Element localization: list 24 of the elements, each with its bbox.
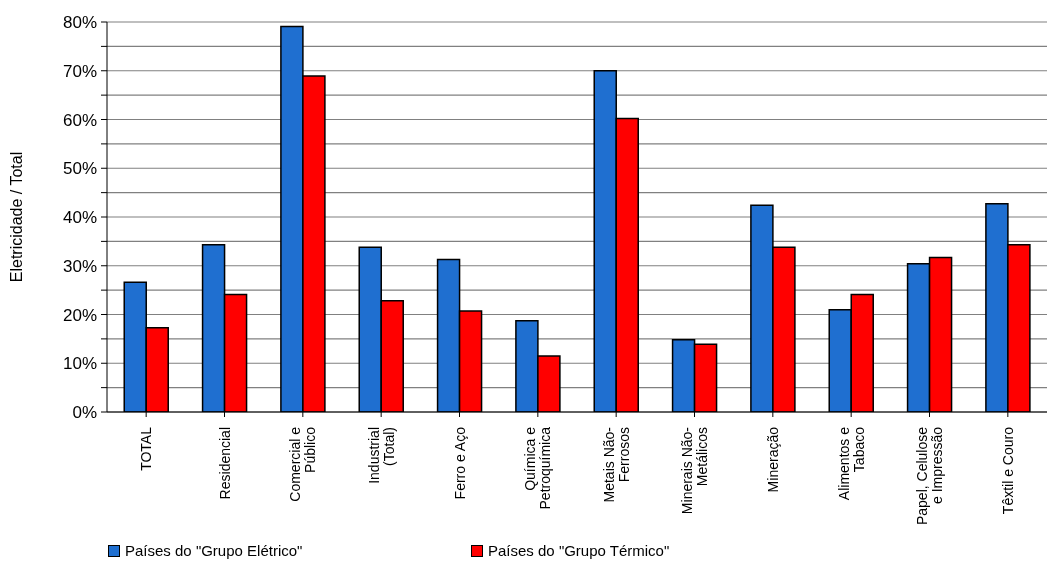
x-tick-label: Ferro e Aço: [451, 426, 468, 500]
x-tick-label: Metais Não- Ferrosos: [600, 426, 632, 503]
x-tick-label: Alimentos e Tabaco: [835, 426, 867, 501]
x-tick-label: TOTAL: [138, 426, 155, 471]
y-tick-label: 30%: [62, 256, 97, 276]
y-tick-label: 0%: [72, 403, 97, 422]
y-tick-label: 80%: [62, 13, 97, 32]
x-tick-label: Minerais Não- Metálicos: [679, 426, 710, 515]
y-tick-label: 10%: [62, 354, 97, 374]
y-tick-label: 20%: [62, 305, 97, 325]
y-tick-label: 60%: [62, 110, 97, 130]
legend-label: Países do "Grupo Térmico": [488, 542, 670, 559]
y-tick-label: 50%: [62, 159, 97, 179]
y-tick-label: 40%: [62, 208, 97, 227]
x-tick-label: Papel, Celulose e Impressão: [914, 426, 945, 526]
legend-label: Países do "Grupo Elétrico": [125, 542, 303, 559]
x-tick-label: Residencial: [216, 427, 233, 500]
x-tick-label: Têxtil e Couro: [999, 426, 1016, 515]
x-tick-label: Industrial (Total): [365, 427, 397, 484]
x-tick-label: Comercial e Público: [287, 426, 319, 502]
y-tick-label: 70%: [62, 61, 97, 81]
y-axis-title: Eletricidade / Total: [7, 151, 25, 283]
x-tick-label: Mineração: [764, 426, 781, 493]
x-tick-label: Química e Petroquímica: [522, 426, 554, 510]
